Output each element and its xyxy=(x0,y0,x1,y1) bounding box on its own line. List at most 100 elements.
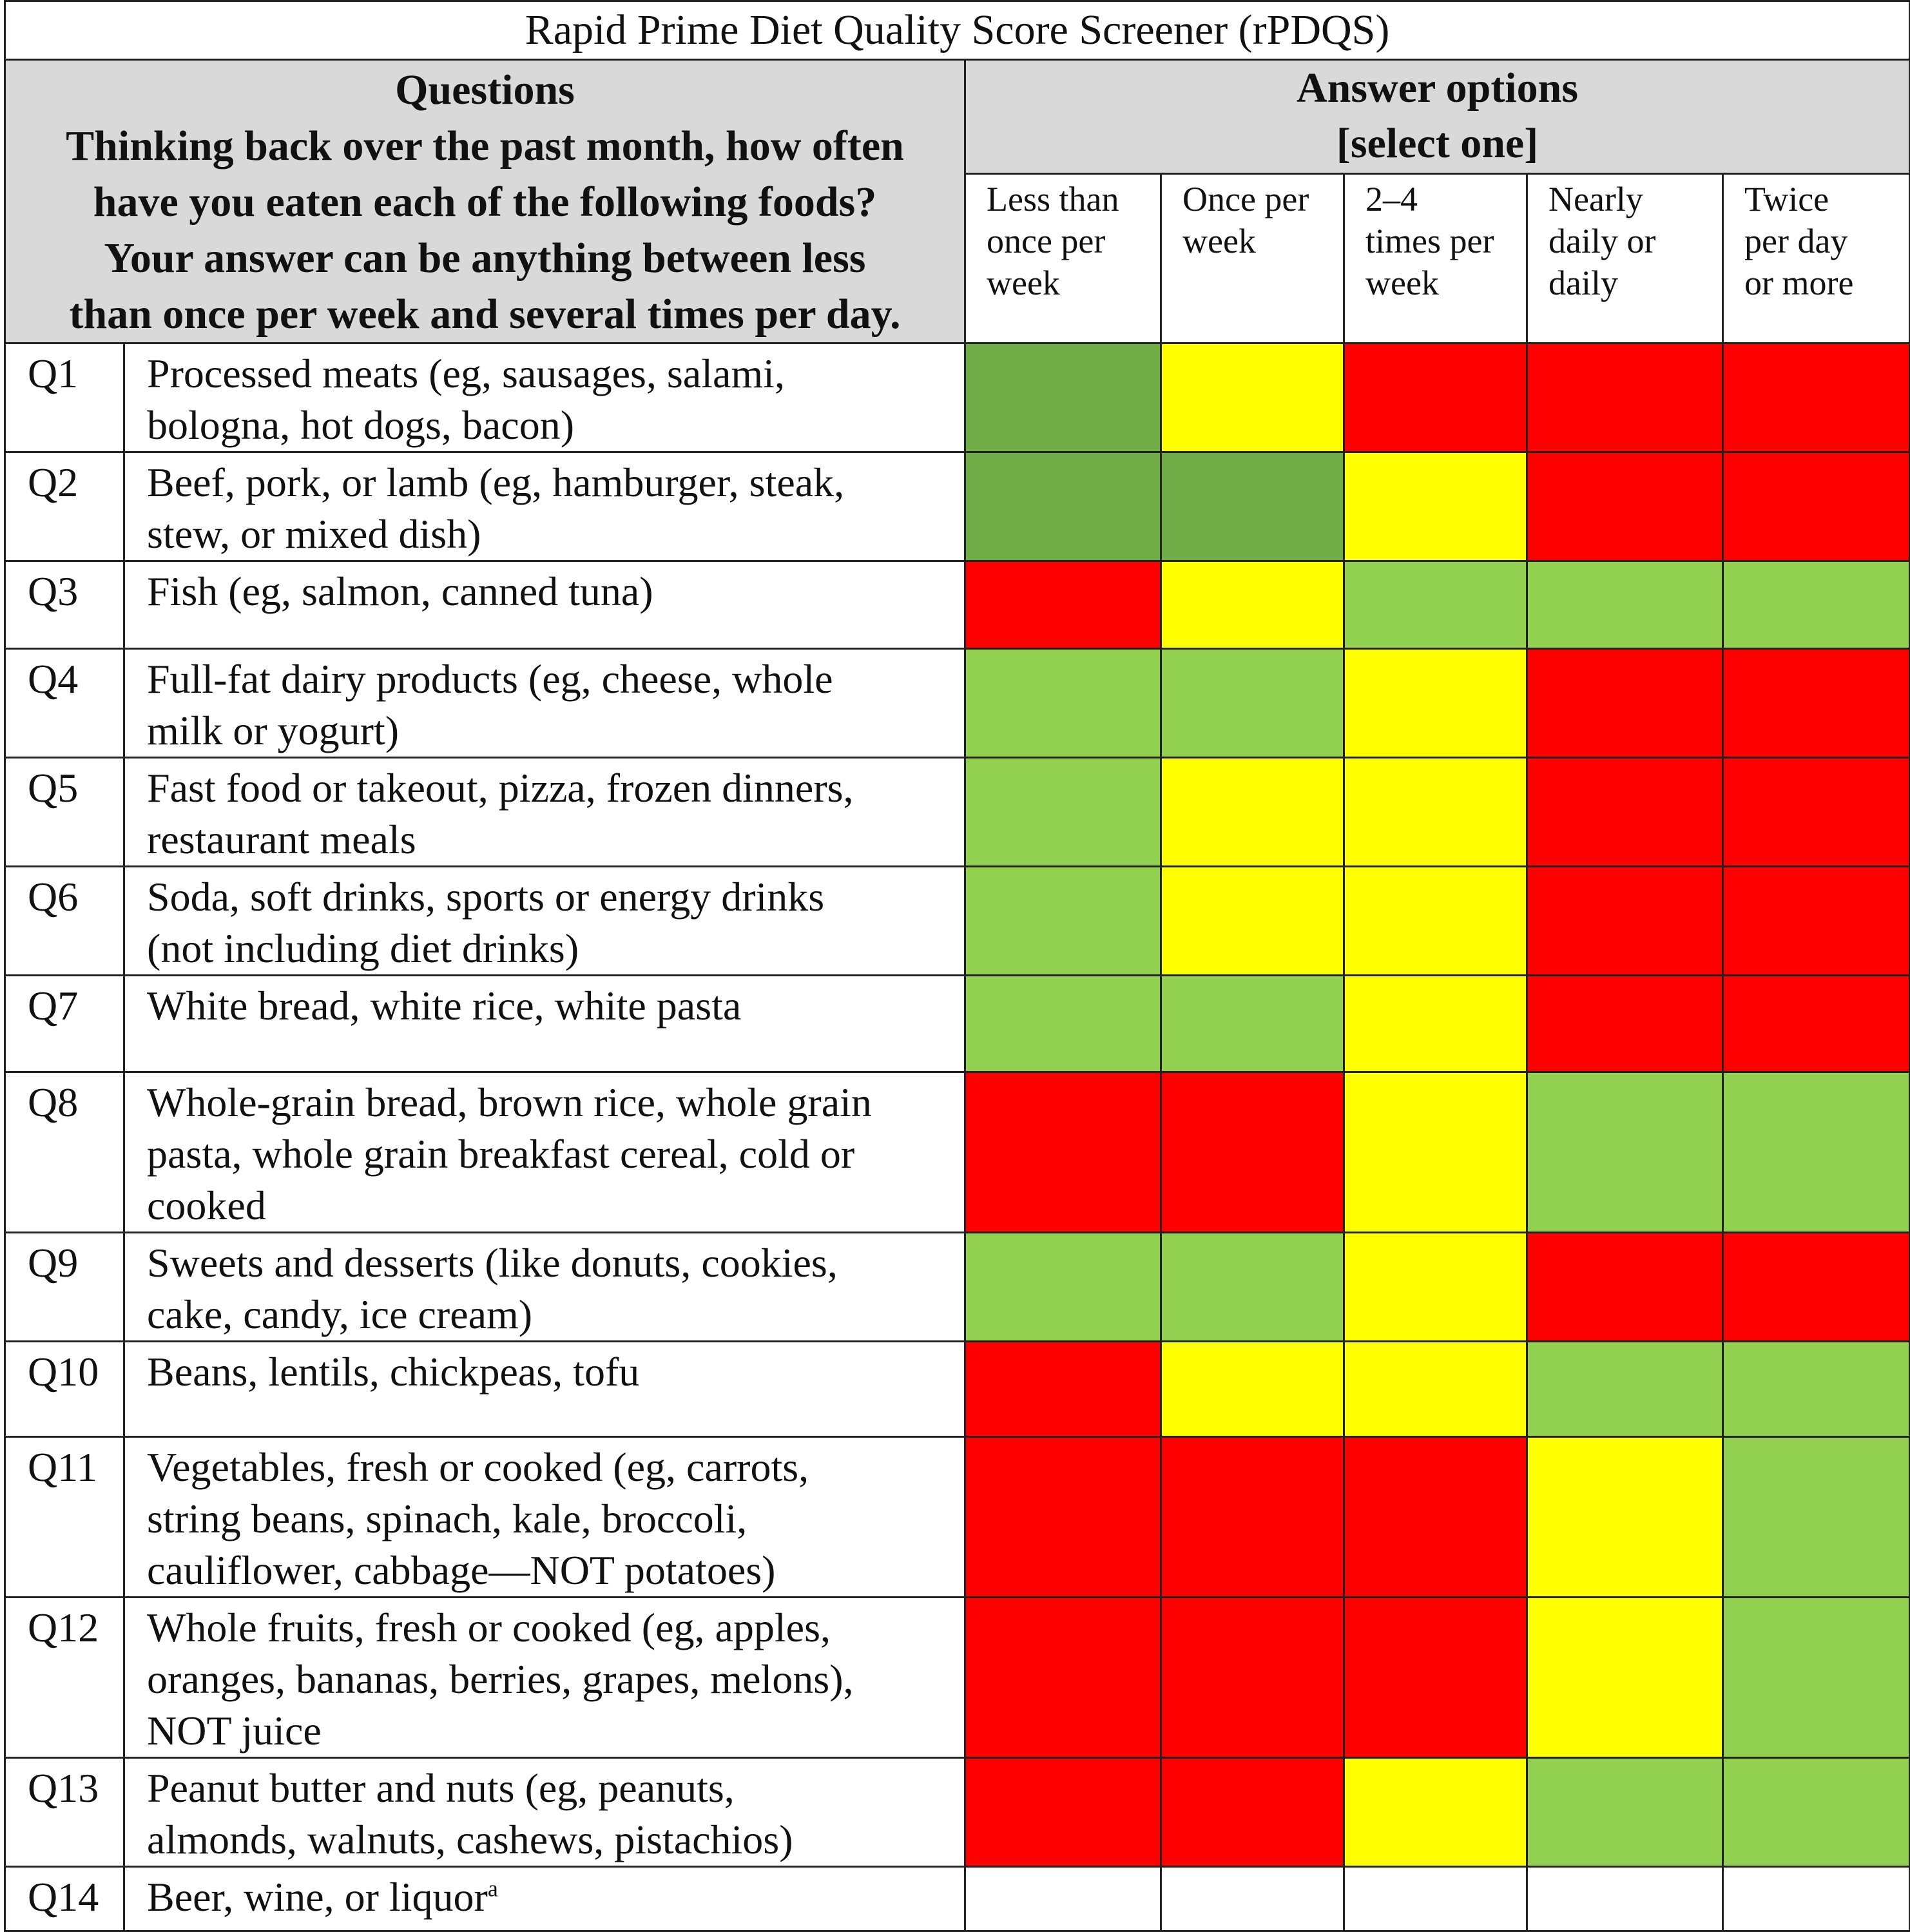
answer-cell-3[interactable] xyxy=(1343,1340,1528,1438)
question-text-span: almonds, walnuts, cashews, pistachios) xyxy=(147,1817,793,1862)
answer-cell-5[interactable] xyxy=(1721,1866,1910,1932)
answer-cell-4[interactable] xyxy=(1526,560,1724,650)
question-text: Soda, soft drinks, sports or energy drin… xyxy=(123,865,966,976)
answer-option-label-line: per day xyxy=(1744,222,1848,261)
question-text-span: oranges, bananas, berries, grapes, melon… xyxy=(147,1656,854,1702)
answer-cell-4[interactable] xyxy=(1526,1596,1724,1759)
answer-cell-1[interactable] xyxy=(964,865,1162,976)
question-text-span: Fish (eg, salmon, canned tuna) xyxy=(147,568,653,614)
answer-cell-1[interactable] xyxy=(964,1757,1162,1868)
question-text: Beer, wine, or liquora xyxy=(123,1866,966,1932)
answer-cell-4[interactable] xyxy=(1526,757,1724,867)
answer-cell-2[interactable] xyxy=(1160,1436,1345,1598)
answer-cell-3[interactable] xyxy=(1343,342,1528,453)
answer-cell-5[interactable] xyxy=(1721,865,1910,976)
answer-cell-4[interactable] xyxy=(1526,1866,1724,1932)
question-row: Q5 Fast food or takeout, pizza, frozen di… xyxy=(4,757,1910,867)
answer-cell-3[interactable] xyxy=(1343,1757,1528,1868)
question-row: Q2 Beef, pork, or lamb (eg, hamburger, st… xyxy=(4,451,1910,562)
answer-cell-1[interactable] xyxy=(964,1596,1162,1759)
answer-cell-1[interactable] xyxy=(964,1340,1162,1438)
answer-cell-1[interactable] xyxy=(964,451,1162,562)
question-text-line: string beans, spinach, kale, broccoli, xyxy=(147,1493,963,1545)
answer-cell-4[interactable] xyxy=(1526,451,1724,562)
answer-cell-3[interactable] xyxy=(1343,974,1528,1073)
answer-cell-2[interactable] xyxy=(1160,1866,1345,1932)
question-text-span: Processed meats (eg, sausages, salami, xyxy=(147,351,785,396)
questions-instruction-line-1: Thinking back over the past month, how o… xyxy=(66,122,904,169)
question-text-line: Fish (eg, salmon, canned tuna) xyxy=(147,566,963,617)
question-text-span: Whole-grain bread, brown rice, whole gra… xyxy=(147,1079,872,1125)
question-number: Q8 xyxy=(4,1071,125,1233)
answer-cell-4[interactable] xyxy=(1526,1436,1724,1598)
answer-cell-4[interactable] xyxy=(1526,648,1724,758)
answer-cell-1[interactable] xyxy=(964,1232,1162,1342)
question-text-span: Soda, soft drinks, sports or energy drin… xyxy=(147,874,825,920)
answer-cell-4[interactable] xyxy=(1526,1071,1724,1233)
answer-cell-5[interactable] xyxy=(1721,1596,1910,1759)
question-row: Q1 Processed meats (eg, sausages, salami,… xyxy=(4,342,1910,453)
answer-cell-2[interactable] xyxy=(1160,1757,1345,1868)
question-text: Beef, pork, or lamb (eg, hamburger, stea… xyxy=(123,451,966,562)
answer-option-label-line: week xyxy=(1365,264,1439,303)
answer-cell-5[interactable] xyxy=(1721,451,1910,562)
answer-cell-4[interactable] xyxy=(1526,1232,1724,1342)
answer-cell-3[interactable] xyxy=(1343,1071,1528,1233)
question-text: Processed meats (eg, sausages, salami, bo… xyxy=(123,342,966,453)
answer-cell-5[interactable] xyxy=(1721,1232,1910,1342)
answer-cell-3[interactable] xyxy=(1343,1596,1528,1759)
answer-cell-2[interactable] xyxy=(1160,451,1345,562)
question-text-span: Sweets and desserts (like donuts, cookie… xyxy=(147,1240,838,1286)
answer-cell-1[interactable] xyxy=(964,757,1162,867)
answer-cell-2[interactable] xyxy=(1160,1071,1345,1233)
answer-cell-2[interactable] xyxy=(1160,1340,1345,1438)
question-text: Whole fruits, fresh or cooked (eg, apple… xyxy=(123,1596,966,1759)
answer-cell-1[interactable] xyxy=(964,1866,1162,1932)
answer-cell-5[interactable] xyxy=(1721,560,1910,650)
answer-cell-4[interactable] xyxy=(1526,1340,1724,1438)
answer-cell-3[interactable] xyxy=(1343,757,1528,867)
answer-cell-3[interactable] xyxy=(1343,865,1528,976)
answer-cell-2[interactable] xyxy=(1160,974,1345,1073)
answer-cell-2[interactable] xyxy=(1160,342,1345,453)
answer-cell-1[interactable] xyxy=(964,342,1162,453)
answer-cell-1[interactable] xyxy=(964,974,1162,1073)
question-text-span: White bread, white rice, white pasta xyxy=(147,983,742,1029)
answer-cell-2[interactable] xyxy=(1160,757,1345,867)
answer-cell-1[interactable] xyxy=(964,1071,1162,1233)
answer-option-1: Less than once per week xyxy=(964,173,1162,344)
answer-cell-4[interactable] xyxy=(1526,1757,1724,1868)
answer-cell-3[interactable] xyxy=(1343,1232,1528,1342)
answer-cell-3[interactable] xyxy=(1343,451,1528,562)
answer-cell-1[interactable] xyxy=(964,648,1162,758)
answer-cell-1[interactable] xyxy=(964,560,1162,650)
answer-cell-2[interactable] xyxy=(1160,865,1345,976)
answer-cell-2[interactable] xyxy=(1160,1596,1345,1759)
answer-cell-2[interactable] xyxy=(1160,648,1345,758)
question-text: Full-fat dairy products (eg, cheese, who… xyxy=(123,648,966,758)
answer-cell-5[interactable] xyxy=(1721,342,1910,453)
answer-cell-5[interactable] xyxy=(1721,1436,1910,1598)
answer-cell-3[interactable] xyxy=(1343,648,1528,758)
answer-cell-1[interactable] xyxy=(964,1436,1162,1598)
answer-cell-4[interactable] xyxy=(1526,865,1724,976)
answer-option-label-line: 2–4 xyxy=(1365,180,1418,219)
answer-cell-3[interactable] xyxy=(1343,560,1528,650)
answer-option-label-line: Less than xyxy=(987,180,1119,219)
answer-cell-3[interactable] xyxy=(1343,1866,1528,1932)
question-text-line: pasta, whole grain breakfast cereal, col… xyxy=(147,1128,963,1180)
answer-cell-2[interactable] xyxy=(1160,1232,1345,1342)
answer-cell-5[interactable] xyxy=(1721,648,1910,758)
question-text-span: pasta, whole grain breakfast cereal, col… xyxy=(147,1131,855,1177)
question-text-line: stew, or mixed dish) xyxy=(147,508,963,559)
answer-cell-5[interactable] xyxy=(1721,1071,1910,1233)
answer-cell-3[interactable] xyxy=(1343,1436,1528,1598)
answer-cell-5[interactable] xyxy=(1721,1340,1910,1438)
answer-cell-2[interactable] xyxy=(1160,560,1345,650)
question-text-line: Fast food or takeout, pizza, frozen dinn… xyxy=(147,762,963,814)
answer-cell-5[interactable] xyxy=(1721,1757,1910,1868)
answer-cell-4[interactable] xyxy=(1526,342,1724,453)
answer-cell-5[interactable] xyxy=(1721,757,1910,867)
answer-cell-4[interactable] xyxy=(1526,974,1724,1073)
answer-cell-5[interactable] xyxy=(1721,974,1910,1073)
